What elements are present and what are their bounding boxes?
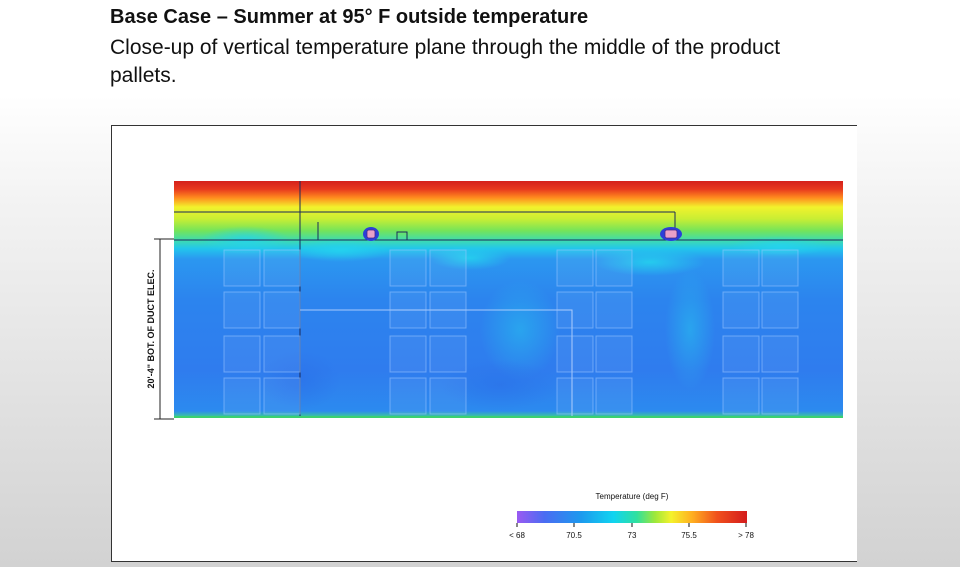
temperature-legend: Temperature (deg F) < 68 70.5 73 75.5 > … — [509, 492, 754, 540]
legend-tick-label: 70.5 — [566, 531, 582, 540]
dimension-marker — [154, 238, 174, 420]
duct-icon — [363, 227, 379, 241]
legend-colorbar — [517, 511, 747, 523]
slide-subtitle: Close-up of vertical temperature plane t… — [110, 36, 781, 87]
flow-lines — [300, 309, 573, 418]
slide-title: Base Case – Summer at 95° F outside temp… — [110, 6, 589, 28]
legend-tick-label: < 68 — [509, 531, 525, 540]
legend-tick-label: 73 — [628, 531, 637, 540]
legend-tick-label: > 78 — [738, 531, 754, 540]
dimension-label: 20'-4" BOT. OF DUCT ELEC. — [146, 270, 156, 389]
legend-tick-label: 75.5 — [681, 531, 697, 540]
product-pallets — [223, 249, 799, 415]
duct-icon — [660, 227, 682, 241]
legend-title: Temperature (deg F) — [596, 492, 669, 501]
